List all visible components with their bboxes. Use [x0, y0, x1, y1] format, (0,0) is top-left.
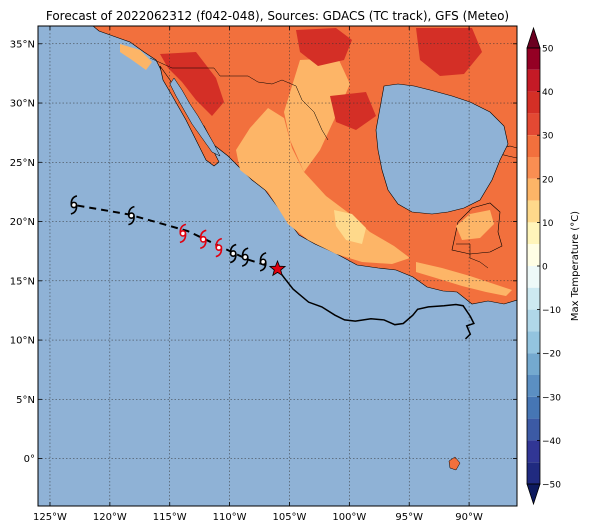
- x-tick-label: 125°W: [33, 512, 67, 523]
- x-axis: 125°W 120°W 115°W 110°W 105°W 100°W 95°W 90°W: [33, 26, 483, 523]
- x-tick-label: 90°W: [455, 512, 483, 523]
- observed-track-line: [276, 268, 475, 340]
- colorbar-band: [527, 135, 540, 157]
- y-axis: 35°N 30°N 25°N 20°N 15°N 10°N 5°N 0°: [10, 39, 517, 465]
- colorbar-band: [527, 222, 540, 245]
- land-galapagos: [448, 456, 461, 471]
- colorbar-tick-label: −20: [542, 350, 561, 360]
- colorbar-band: [527, 200, 540, 223]
- country-borders: [149, 57, 489, 269]
- colorbar-tick-label: −40: [542, 437, 561, 447]
- temp-plateau: [284, 58, 350, 172]
- y-tick-label: 0°: [24, 454, 35, 465]
- x-tick-label: 100°W: [332, 512, 366, 523]
- temp-warm-central-america: [416, 262, 512, 296]
- y-tick-label: 25°N: [10, 158, 35, 169]
- colorbar-band: [527, 396, 540, 419]
- y-tick-label: 5°N: [16, 395, 35, 406]
- forecast-track-line: [73, 203, 278, 270]
- colorbar-band: [527, 353, 540, 375]
- tropical-depression-icon: [127, 205, 135, 226]
- x-tick-label: 120°W: [93, 512, 127, 523]
- colorbar-band: [527, 69, 540, 92]
- x-tick-label: 110°W: [213, 512, 247, 523]
- colorbar-band: [527, 178, 540, 201]
- tropical-depression-icon: [259, 252, 267, 272]
- chart-title: Forecast of 2022062312 (f042-048), Sourc…: [45, 9, 510, 23]
- colorbar-band: [527, 113, 540, 136]
- x-tick-label: 95°W: [395, 512, 423, 523]
- gulf-of-california: [169, 77, 221, 157]
- colorbar-band: [527, 418, 540, 441]
- land-temperature-layer: [92, 26, 517, 471]
- colorbar-tick-label: −30: [542, 393, 561, 403]
- colorbar-band: [527, 331, 540, 354]
- tropical-depression-icon: [229, 243, 237, 264]
- temp-warm-lowlands: [236, 108, 410, 264]
- map-panel[interactable]: 125°W 120°W 115°W 110°W 105°W 100°W 95°W 90°W 3…: [10, 25, 518, 523]
- colorbar-band: [527, 157, 540, 179]
- map-frame: [37, 25, 518, 507]
- tropical-storm-icon: [215, 237, 223, 258]
- gridlines: [38, 26, 517, 506]
- colorbar-tick-label: −50: [542, 481, 561, 491]
- tropical-storm-icon: [199, 229, 207, 250]
- temp-hot-east: [416, 28, 482, 76]
- colorbar-band: [527, 266, 540, 288]
- colorbar-band: [527, 309, 540, 332]
- temp-cool-highland: [334, 210, 366, 244]
- y-tick-label: 35°N: [10, 39, 35, 50]
- tropical-depression-icon: [241, 247, 249, 267]
- colorbar-label: Max Temperature (°C): [570, 211, 581, 321]
- x-tick-label: 105°W: [272, 512, 306, 523]
- colorbar-band: [527, 91, 540, 114]
- colorbar-band: [527, 440, 540, 463]
- current-position-star-icon: [268, 259, 287, 277]
- x-tick-label: 115°W: [153, 512, 187, 523]
- y-tick-label: 10°N: [10, 336, 35, 347]
- colorbar-band: [527, 48, 540, 70]
- colorbar-tick-label: 40: [542, 88, 554, 98]
- colorbar-tick-label: 50: [542, 45, 554, 55]
- y-tick-label: 15°N: [10, 276, 35, 287]
- colorbar: 50 40 30 20 10 0 −10 −20 −30 −40 −50: [526, 26, 561, 506]
- colorbar-tick-label: 10: [542, 219, 554, 229]
- colorbar-extend-min: [526, 483, 541, 506]
- temp-warm-baja: [120, 44, 152, 70]
- colorbar-tick-label: 0: [542, 263, 548, 273]
- colorbar-band: [527, 375, 540, 397]
- colorbar-band: [527, 244, 540, 266]
- tropical-storm-icon: [179, 223, 187, 244]
- colorbar-tick-label: 20: [542, 175, 554, 185]
- colorbar-band: [527, 462, 540, 484]
- colorbar-tick-label: −10: [542, 306, 561, 316]
- y-tick-label: 30°N: [10, 99, 35, 110]
- colorbar-band: [527, 287, 540, 310]
- colorbar-extend-max: [526, 26, 541, 49]
- tropical-depression-icon: [70, 195, 78, 215]
- temp-hot-plains: [296, 28, 352, 66]
- y-tick-label: 20°N: [10, 217, 35, 228]
- temp-warm-coast-yucatan: [456, 210, 494, 240]
- temp-hot-south-texas: [330, 92, 376, 130]
- colorbar-tick-label: 30: [542, 132, 554, 142]
- tc-track-layer: [70, 195, 475, 340]
